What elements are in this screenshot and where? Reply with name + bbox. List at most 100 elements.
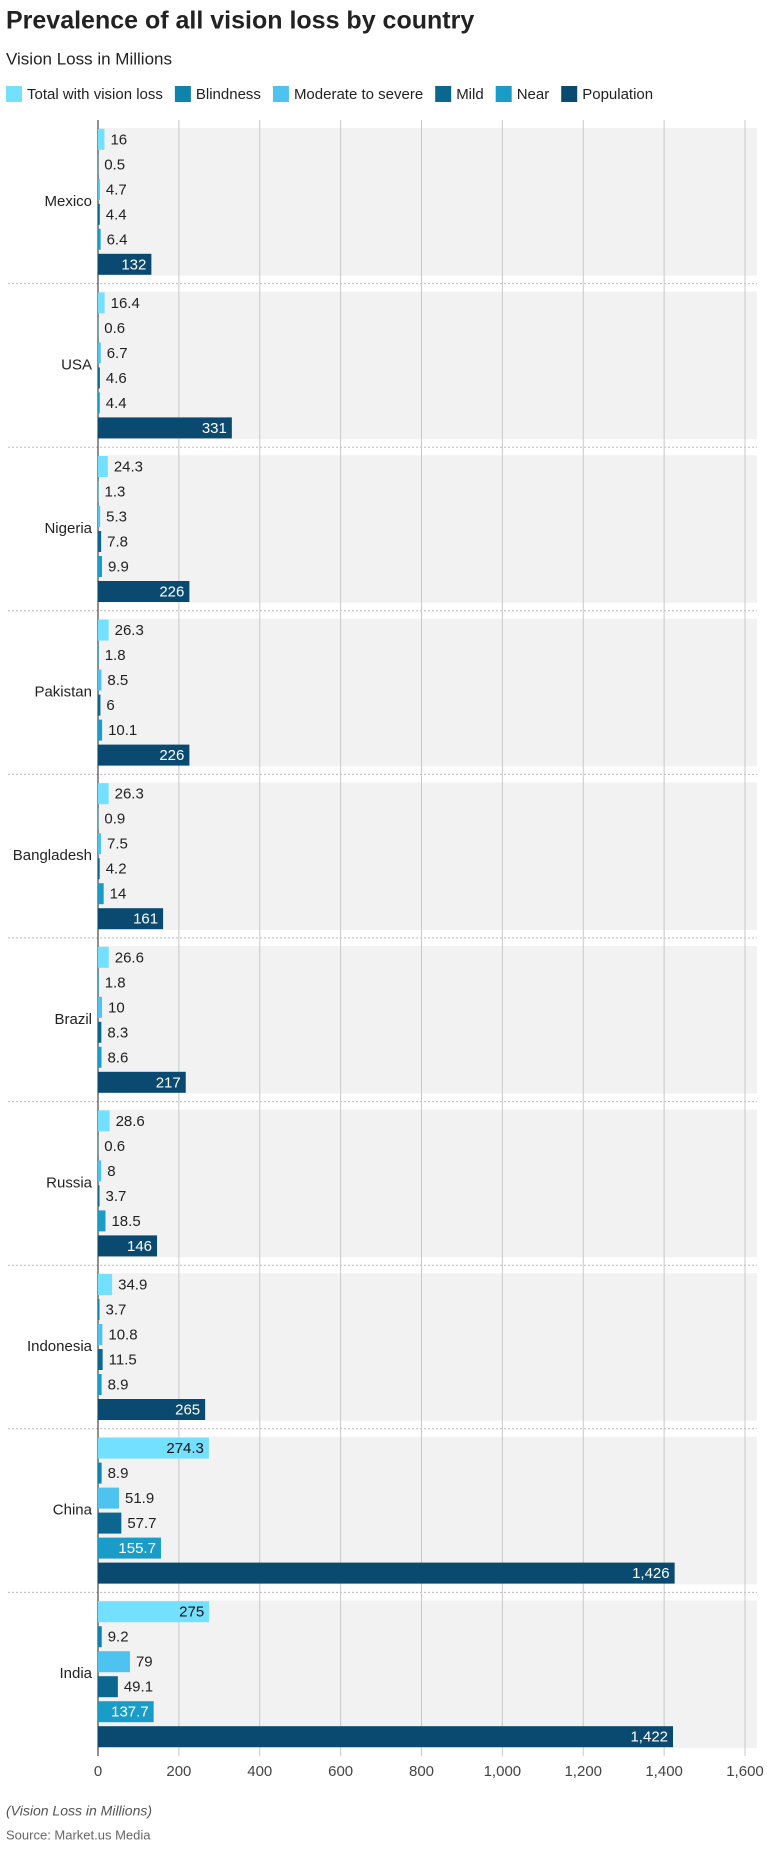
category-label: India xyxy=(59,1665,92,1682)
bar xyxy=(98,783,109,805)
bar xyxy=(98,481,99,502)
value-label: 8.5 xyxy=(107,672,128,689)
value-label: 10 xyxy=(108,999,125,1016)
value-label: 146 xyxy=(127,1238,152,1255)
value-label: 7.8 xyxy=(107,533,128,550)
value-label: 1.8 xyxy=(105,974,126,991)
value-label: 8.3 xyxy=(107,1024,128,1041)
group-band xyxy=(98,291,757,440)
bar xyxy=(98,1651,130,1673)
value-label: 331 xyxy=(202,420,227,437)
legend-swatch xyxy=(272,86,289,102)
value-label: 9.9 xyxy=(108,558,129,575)
value-label: 14 xyxy=(110,886,127,903)
chart-title: Prevalence of all vision loss by country xyxy=(6,7,474,35)
bar xyxy=(98,556,103,577)
value-label: 9.2 xyxy=(108,1629,129,1646)
category-label: Brazil xyxy=(54,1011,92,1028)
group-band xyxy=(98,1273,757,1421)
bar xyxy=(98,1185,100,1207)
bar xyxy=(98,971,99,993)
value-label: 57.7 xyxy=(127,1515,156,1532)
bar xyxy=(98,531,102,552)
value-label: 6 xyxy=(106,697,114,714)
group-band xyxy=(98,946,757,1094)
bar xyxy=(98,1601,210,1623)
bar xyxy=(98,292,105,314)
value-label: 51.9 xyxy=(125,1490,154,1507)
bar xyxy=(98,1487,119,1509)
legend-swatch xyxy=(435,86,452,102)
bar xyxy=(98,1349,103,1370)
bar xyxy=(98,1274,113,1295)
value-label: 0.6 xyxy=(104,320,125,337)
value-label: 34.9 xyxy=(118,1276,147,1293)
legend-swatch xyxy=(561,86,578,102)
bar xyxy=(98,644,99,666)
value-label: 226 xyxy=(159,747,184,764)
bar xyxy=(98,1626,102,1648)
group-band xyxy=(98,782,757,930)
legend-label: Mild xyxy=(456,86,484,103)
value-label: 8 xyxy=(107,1163,115,1180)
group-band xyxy=(98,1600,757,1748)
bar xyxy=(98,1160,102,1182)
legend-label: Blindness xyxy=(196,86,261,103)
bar xyxy=(98,1210,106,1232)
value-label: 0.5 xyxy=(104,156,125,173)
value-label: 4.4 xyxy=(106,206,127,223)
bar xyxy=(98,833,102,855)
category-label: Russia xyxy=(46,1174,93,1191)
legend-label: Population xyxy=(582,86,653,103)
bar xyxy=(98,581,190,602)
bar xyxy=(98,178,100,200)
value-label: 26.3 xyxy=(115,786,144,803)
category-label: Pakistan xyxy=(34,684,92,701)
value-label: 26.6 xyxy=(115,949,144,966)
bar xyxy=(98,883,104,905)
x-tick-label: 600 xyxy=(328,1763,353,1780)
bar xyxy=(98,392,100,414)
category-label: Indonesia xyxy=(27,1338,93,1355)
value-label: 1,422 xyxy=(630,1729,668,1746)
legend-label: Near xyxy=(517,86,550,103)
bar xyxy=(98,744,190,766)
bar xyxy=(98,1021,102,1043)
bar xyxy=(98,946,109,968)
bar xyxy=(98,1374,102,1395)
value-label: 10.1 xyxy=(108,722,137,739)
value-label: 16.4 xyxy=(111,295,140,312)
bar xyxy=(98,1437,209,1459)
value-label: 7.5 xyxy=(107,836,128,853)
bar xyxy=(98,128,105,150)
x-tick-label: 200 xyxy=(166,1763,191,1780)
bar xyxy=(98,1071,186,1093)
x-tick-label: 400 xyxy=(247,1763,272,1780)
footnote: (Vision Loss in Millions) xyxy=(6,1803,152,1819)
value-label: 3.7 xyxy=(105,1188,126,1205)
x-tick-label: 1,200 xyxy=(564,1763,602,1780)
bar xyxy=(98,1462,102,1484)
legend-swatch xyxy=(174,86,191,102)
group-band xyxy=(98,618,757,767)
category-label: Nigeria xyxy=(44,520,92,537)
bar xyxy=(98,1562,675,1584)
value-label: 4.2 xyxy=(106,861,127,878)
value-label: 0.6 xyxy=(104,1138,125,1155)
x-tick-label: 0 xyxy=(94,1763,102,1780)
bar xyxy=(98,1676,118,1698)
source: Source: Market.us Media xyxy=(6,1827,151,1842)
category-label: China xyxy=(53,1502,93,1519)
bar xyxy=(98,228,101,250)
bar xyxy=(98,203,100,225)
legend-swatch xyxy=(495,86,512,102)
value-label: 265 xyxy=(175,1401,200,1418)
value-label: 79 xyxy=(136,1654,153,1671)
category-label: USA xyxy=(61,356,92,373)
group-band xyxy=(98,1109,757,1258)
value-label: 49.1 xyxy=(124,1679,153,1696)
value-label: 18.5 xyxy=(111,1213,140,1230)
value-label: 274.3 xyxy=(166,1440,204,1457)
